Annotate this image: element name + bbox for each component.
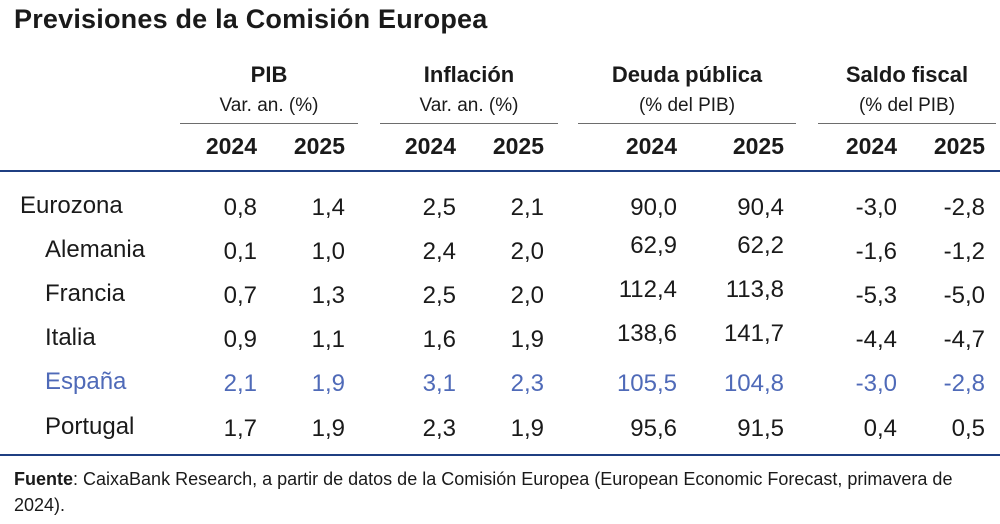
cell: 112,4 xyxy=(618,276,677,303)
year-header: 2024 xyxy=(205,133,257,159)
cell: 1,1 xyxy=(311,326,345,353)
row-label: Alemania xyxy=(45,236,146,263)
cell: 1,9 xyxy=(510,326,544,353)
source-note: Fuente: CaixaBank Research, a partir de … xyxy=(14,466,994,518)
source-label: Fuente xyxy=(14,469,74,489)
cell: 0,8 xyxy=(223,194,257,221)
cell: 1,7 xyxy=(223,415,257,442)
row-label: España xyxy=(45,368,127,395)
group-underline-deuda xyxy=(578,123,796,124)
cell: -4,4 xyxy=(855,326,897,353)
cell: 62,2 xyxy=(737,232,784,259)
cell: 113,8 xyxy=(725,276,784,303)
year-header: 2024 xyxy=(625,133,677,159)
cell: 105,5 xyxy=(616,370,677,397)
cell: 2,0 xyxy=(510,238,544,265)
cell: 1,9 xyxy=(311,415,345,442)
row-label: Portugal xyxy=(45,413,135,440)
group-underline-pib xyxy=(180,123,358,124)
cell: -2,8 xyxy=(943,370,985,397)
group-sub-deuda: (% del PIB) xyxy=(638,95,736,116)
group-sub-pib: Var. an. (%) xyxy=(219,95,319,116)
group-sub-saldo: (% del PIB) xyxy=(858,95,956,116)
cell: 2,3 xyxy=(510,370,544,397)
cell: -5,0 xyxy=(943,282,985,309)
group-underline-inflacion xyxy=(380,123,558,124)
cell: 104,8 xyxy=(723,370,784,397)
year-header: 2025 xyxy=(732,133,784,159)
table-row-highlighted: España 2,1 1,9 3,1 2,3 105,5 104,8 -3,0 … xyxy=(0,362,1000,406)
cell: 95,6 xyxy=(630,415,677,442)
row-label: Francia xyxy=(45,280,126,307)
table-row: Italia 0,9 1,1 1,6 1,9 138,6 141,7 -4,4 … xyxy=(0,318,1000,362)
table-row: Eurozona 0,8 1,4 2,5 2,1 90,0 90,4 -3,0 … xyxy=(0,186,1000,230)
table-row: Alemania 0,1 1,0 2,4 2,0 62,9 62,2 -1,6 … xyxy=(0,230,1000,274)
cell: 1,6 xyxy=(422,326,456,353)
year-header: 2025 xyxy=(933,133,985,159)
table-title: Previsiones de la Comisión Europea xyxy=(14,4,488,34)
table-row: Portugal 1,7 1,9 2,3 1,9 95,6 91,5 0,4 0… xyxy=(0,407,1000,451)
cell: 2,5 xyxy=(422,282,456,309)
table-bottom-rule xyxy=(0,454,1000,456)
cell: 91,5 xyxy=(737,415,784,442)
cell: 1,9 xyxy=(510,415,544,442)
cell: 2,0 xyxy=(510,282,544,309)
group-heading-inflacion: Inflación xyxy=(423,62,515,87)
year-header: 2025 xyxy=(492,133,544,159)
cell: 2,1 xyxy=(510,194,544,221)
cell: 2,4 xyxy=(422,238,456,265)
cell: 1,3 xyxy=(311,282,345,309)
group-heading-saldo: Saldo fiscal xyxy=(845,62,969,87)
group-sub-inflacion: Var. an. (%) xyxy=(419,95,519,116)
cell: -1,6 xyxy=(855,238,897,265)
cell: 1,4 xyxy=(311,194,345,221)
cell: 138,6 xyxy=(616,320,677,347)
cell: -4,7 xyxy=(943,326,985,353)
source-text: : CaixaBank Research, a partir de datos … xyxy=(14,469,953,515)
cell: -1,2 xyxy=(943,238,985,265)
table-row: Francia 0,7 1,3 2,5 2,0 112,4 113,8 -5,3… xyxy=(0,274,1000,318)
cell: 2,1 xyxy=(223,370,257,397)
year-header: 2024 xyxy=(845,133,897,159)
cell: 1,0 xyxy=(311,238,345,265)
cell: -3,0 xyxy=(855,370,897,397)
cell: 0,5 xyxy=(951,415,985,442)
cell: -3,0 xyxy=(855,194,897,221)
cell: 2,3 xyxy=(422,415,456,442)
group-underline-saldo xyxy=(818,123,996,124)
cell: 2,5 xyxy=(422,194,456,221)
cell: 141,7 xyxy=(723,320,784,347)
cell: -5,3 xyxy=(855,282,897,309)
cell: 3,1 xyxy=(422,370,456,397)
cell: -2,8 xyxy=(943,194,985,221)
cell: 0,9 xyxy=(223,326,257,353)
cell: 90,0 xyxy=(630,194,677,221)
cell: 0,4 xyxy=(863,415,897,442)
cell: 0,7 xyxy=(223,282,257,309)
row-label: Italia xyxy=(45,324,96,351)
cell: 0,1 xyxy=(223,238,257,265)
row-label: Eurozona xyxy=(20,192,123,219)
cell: 1,9 xyxy=(311,370,345,397)
year-header: 2024 xyxy=(404,133,456,159)
year-header: 2025 xyxy=(293,133,345,159)
group-heading-pib: PIB xyxy=(250,62,288,87)
table-top-rule xyxy=(0,170,1000,172)
group-heading-deuda: Deuda pública xyxy=(611,62,763,87)
cell: 90,4 xyxy=(737,194,784,221)
cell: 62,9 xyxy=(630,232,677,259)
